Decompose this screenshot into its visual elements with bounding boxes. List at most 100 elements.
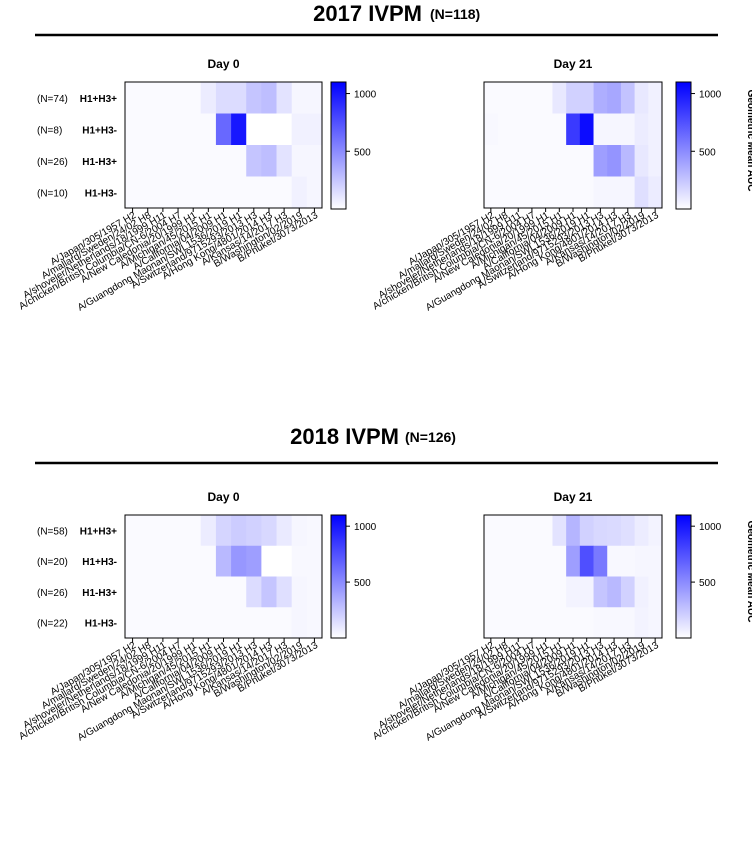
heatmap-cell — [140, 576, 156, 608]
heatmap-cell — [648, 82, 663, 114]
heatmap-cell — [215, 113, 232, 146]
heatmap-cell — [155, 145, 171, 177]
heatmap-cell — [185, 176, 202, 209]
heatmap-cell — [246, 607, 262, 639]
heatmap-cell — [231, 145, 247, 177]
heatmap-cell — [170, 545, 186, 577]
heatmap-cell — [185, 607, 202, 639]
heatmap-cell — [620, 176, 635, 209]
heatmap-cell — [538, 545, 553, 577]
heatmap-cell — [525, 545, 540, 577]
heatmap-cell — [231, 176, 247, 209]
heatmap-cell — [579, 576, 594, 608]
heatmap-cell — [566, 607, 581, 639]
heatmap-cell — [593, 576, 608, 608]
heatmap-cell — [511, 576, 526, 608]
heatmap-cell — [538, 113, 553, 146]
heatmap-cell — [140, 607, 156, 639]
colorbar — [330, 514, 347, 639]
heatmap-cell — [620, 545, 635, 577]
heatmap-cell — [648, 545, 663, 577]
panel-2-title: 2018 IVPM — [290, 424, 399, 449]
heatmap-cell — [231, 545, 247, 577]
heatmap-cell — [648, 576, 663, 608]
heatmap-cell — [155, 576, 171, 608]
heatmap-cell — [566, 576, 581, 608]
heatmap-cell — [511, 176, 526, 209]
heatmap-cell — [170, 576, 186, 608]
heatmap-cell — [140, 113, 156, 146]
heatmap-cell — [276, 113, 292, 146]
heatmap-cell — [261, 113, 277, 146]
heatmap-cell — [231, 607, 247, 639]
row-n-label: (N=58) — [37, 526, 68, 537]
heatmap-cell — [306, 176, 323, 209]
heatmap-cell — [246, 113, 262, 146]
heatmap-cell — [261, 545, 277, 577]
heatmap-cell — [566, 176, 581, 209]
heatmap-cell — [634, 607, 649, 639]
row-group-label: H1-H3- — [85, 619, 117, 630]
heatmap-cell — [593, 545, 608, 577]
heatmap-cell — [291, 145, 308, 177]
heatmap-cell — [607, 176, 622, 209]
heatmap-cell — [511, 145, 526, 177]
heatmap-cell — [620, 576, 635, 608]
heatmap-cell — [306, 145, 323, 177]
heatmap-1: Day 0 (N=74) H1+H3+ (N=8) H1+H3- (N=26) H1-H3+… — [17, 57, 376, 314]
heatmap-cell — [185, 145, 202, 177]
heatmap-cell — [484, 515, 498, 547]
heatmap-cell — [566, 145, 581, 177]
heatmap-cell — [497, 82, 512, 114]
heatmap-cell — [593, 82, 608, 114]
heatmap-cell — [552, 176, 567, 209]
heatmap-cell — [185, 576, 202, 608]
heatmap-cell — [511, 545, 526, 577]
heatmap-cell — [525, 145, 540, 177]
heatmap-cell — [261, 607, 277, 639]
heatmap-cell — [185, 113, 202, 146]
heatmap-cell — [276, 607, 292, 639]
heatmap-cell — [538, 176, 553, 209]
heatmap-cell — [291, 545, 308, 577]
heatmap-cell — [552, 545, 567, 577]
heatmap-cell — [593, 113, 608, 146]
row-n-label: (N=26) — [37, 588, 68, 599]
heatmap-cell — [497, 545, 512, 577]
heatmap-cell — [607, 576, 622, 608]
row-n-label: (N=8) — [37, 125, 62, 136]
heatmap-cell — [607, 607, 622, 639]
heatmap-cell — [200, 113, 217, 146]
heatmap-cell — [566, 113, 581, 146]
heatmap-cell — [648, 113, 663, 146]
heatmap-cell — [155, 545, 171, 577]
heatmap-cell — [525, 113, 540, 146]
panel-2-n: (N=126) — [405, 429, 456, 445]
heatmap-cell — [497, 515, 512, 547]
heatmap-cell — [306, 82, 323, 114]
heatmap-cell — [497, 176, 512, 209]
heatmap-cell — [125, 82, 141, 114]
heatmap-cell — [552, 607, 567, 639]
heatmap-cell — [170, 113, 186, 146]
heatmap-cell — [497, 145, 512, 177]
heatmap-cell — [648, 176, 663, 209]
row-n-label: (N=22) — [37, 619, 68, 630]
heatmap-cell — [276, 176, 292, 209]
heatmap-cell — [276, 545, 292, 577]
heatmap-cell — [607, 82, 622, 114]
colorbar-tick-label: 1000 — [699, 522, 722, 533]
heatmap-cell — [231, 113, 247, 146]
heatmap-cell — [200, 576, 217, 608]
heatmap-cell — [648, 145, 663, 177]
heatmap-4: Day 21A/Japan/305/1957 H2A/mallard/Swede… — [371, 490, 752, 744]
heatmap-cell — [276, 82, 292, 114]
colorbar — [330, 81, 347, 210]
heatmap-cell — [634, 82, 649, 114]
heatmap-cell — [140, 515, 156, 547]
heatmap-cell — [125, 113, 141, 146]
heatmap-cell — [200, 545, 217, 577]
heatmap-cell — [276, 576, 292, 608]
heatmap-cell — [538, 576, 553, 608]
heatmap-cell — [607, 545, 622, 577]
